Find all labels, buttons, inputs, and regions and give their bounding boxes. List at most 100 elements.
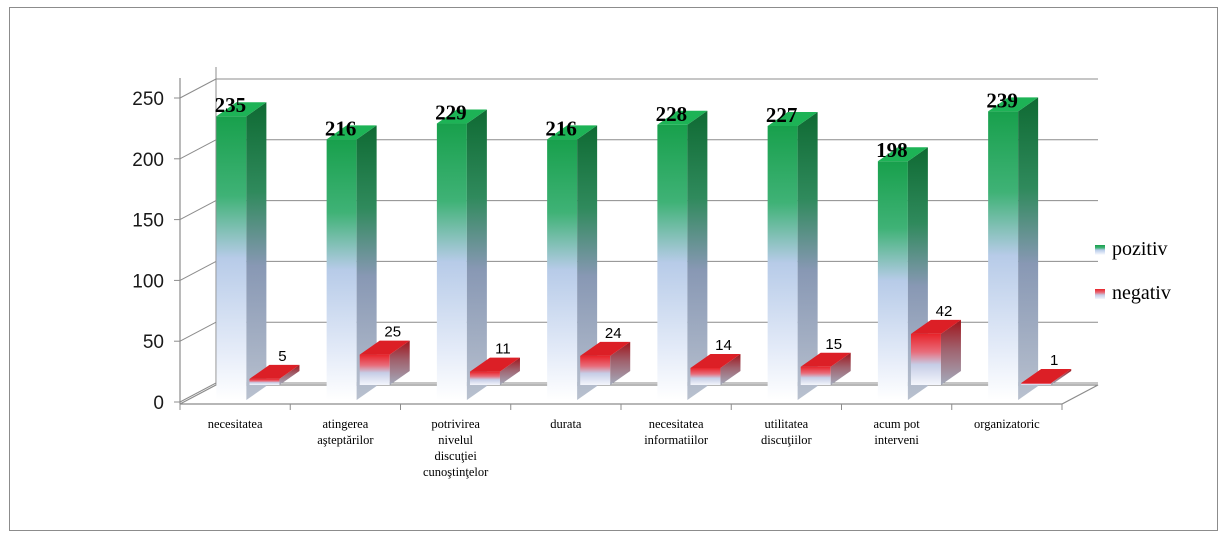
bar-pozitiv-top (326, 125, 377, 140)
bar-pozitiv-side (687, 110, 708, 400)
x-category-label: atingerea aşteptărilor (317, 417, 374, 447)
bar-negativ-side (720, 353, 741, 385)
bar-negativ-side (499, 357, 520, 385)
x-category-line: necesitatea (649, 417, 704, 431)
gridline-diag (179, 200, 217, 221)
data-label-pozitiv: 239 (986, 88, 1018, 112)
bar-pozitiv-front (877, 161, 908, 400)
bar-negativ (1021, 369, 1072, 385)
bar-negativ (249, 364, 300, 385)
x-category-line: aşteptărilor (317, 433, 374, 447)
bar-negativ-top (249, 364, 300, 379)
x-category-line: nivelul (438, 433, 473, 447)
bar-negativ-front (800, 366, 831, 385)
bar-pozitiv-top (877, 147, 928, 162)
bar-negativ-top (690, 353, 741, 368)
data-label-pozitiv: 235 (215, 93, 247, 117)
bar-pozitiv-side (577, 125, 598, 401)
bar-pozitiv-side (356, 125, 377, 401)
y-axis-ticks: 0 50 100 150 200 250 (132, 89, 180, 414)
bar-pozitiv (988, 97, 1039, 400)
bar-pozitiv-front (547, 139, 578, 400)
bar-pozitiv-front (988, 111, 1019, 400)
gridline-diag (179, 139, 217, 160)
bar-pozitiv-front (657, 124, 688, 400)
bar-negativ-side (830, 352, 851, 385)
legend-swatch (1095, 245, 1105, 255)
legend-swatch (1095, 289, 1105, 299)
bar-negativ (910, 319, 961, 385)
x-category-line: discuţiei (434, 449, 477, 463)
bar-negativ-side (610, 341, 631, 385)
bar-pozitiv-side (797, 111, 818, 400)
bar-pozitiv (657, 110, 708, 400)
bar-pozitiv (436, 109, 487, 400)
bar-negativ-top (910, 319, 961, 334)
bar-negativ (359, 340, 410, 385)
x-category-label: potrivirea nivelul discuţiei cunoştinţelor (423, 417, 489, 479)
x-category-line: organizatoric (974, 417, 1040, 431)
data-label-pozitiv: 229 (435, 101, 467, 125)
data-label-pozitiv: 216 (545, 116, 577, 140)
x-category-line: discuţiilor (761, 433, 813, 447)
x-category-line: cunoştinţelor (423, 465, 489, 479)
x-category-line: informatiilor (644, 433, 709, 447)
bar-negativ (469, 357, 520, 385)
x-category-line: potrivirea (431, 417, 480, 431)
bar-negativ-top (359, 340, 410, 355)
bar-pozitiv-front (436, 123, 467, 400)
x-category-line: utilitatea (765, 417, 809, 431)
floor (179, 384, 1099, 405)
bar-pozitiv (216, 102, 267, 401)
bar-pozitiv-side (1018, 97, 1039, 400)
bar-pozitiv-top (988, 97, 1039, 112)
x-category-label: durata (550, 417, 582, 431)
bar-pozitiv-top (767, 111, 818, 126)
bar-pozitiv-side (466, 109, 487, 400)
data-labels: 235 5 216 25 229 11 216 24 228 14 227 15 198 42 239 1 (215, 88, 1059, 369)
bar-negativ-side (389, 340, 410, 385)
x-category-line: acum pot (874, 417, 921, 431)
bar-negativ-top (580, 341, 631, 356)
gridline-diag (179, 382, 217, 403)
x-category-label: necesitatea (208, 417, 263, 431)
bar-pozitiv (767, 111, 818, 400)
x-category-line: durata (550, 417, 582, 431)
data-label-negativ: 25 (384, 324, 401, 341)
y-tick-label: 200 (132, 150, 164, 171)
bar-negativ (580, 341, 631, 385)
bar-pozitiv-side (246, 102, 267, 401)
bar-negativ-front (910, 333, 941, 385)
bar-negativ-side (1051, 369, 1072, 385)
x-category-line: atingerea (322, 417, 368, 431)
gridline-diag (179, 260, 217, 281)
data-label-negativ: 11 (495, 341, 511, 358)
bar-pozitiv (326, 125, 377, 401)
data-label-pozitiv: 216 (325, 116, 357, 140)
bar-pozitiv-top (547, 125, 598, 140)
data-label-negativ: 15 (825, 336, 842, 353)
x-category-line: necesitatea (208, 417, 263, 431)
data-label-pozitiv: 228 (656, 102, 688, 126)
x-category-label: organizatoric (974, 417, 1040, 431)
bar-negativ-top (1021, 369, 1072, 383)
data-label-negativ: 42 (936, 303, 953, 320)
y-tick-label: 0 (153, 393, 164, 414)
bar-negativ (690, 353, 741, 385)
y-tick-label: 250 (132, 89, 164, 110)
y-tick-label: 50 (143, 332, 164, 353)
y-tick-label: 100 (132, 271, 164, 292)
bar-negativ-front (580, 355, 611, 385)
data-label-negativ: 5 (278, 348, 286, 365)
bar-negativ-top (800, 352, 851, 367)
bar-negativ (800, 352, 851, 385)
data-label-pozitiv: 227 (766, 103, 798, 127)
x-category-line: interveni (874, 433, 919, 447)
y-tick-label: 150 (132, 211, 164, 232)
legend-label: pozitiv (1112, 238, 1168, 260)
bar-negativ-top (469, 357, 520, 372)
bars (216, 97, 1072, 401)
gridline-diag (179, 321, 217, 342)
x-axis-categories: necesitatea atingerea aşteptărilor potrivir… (208, 417, 1040, 479)
